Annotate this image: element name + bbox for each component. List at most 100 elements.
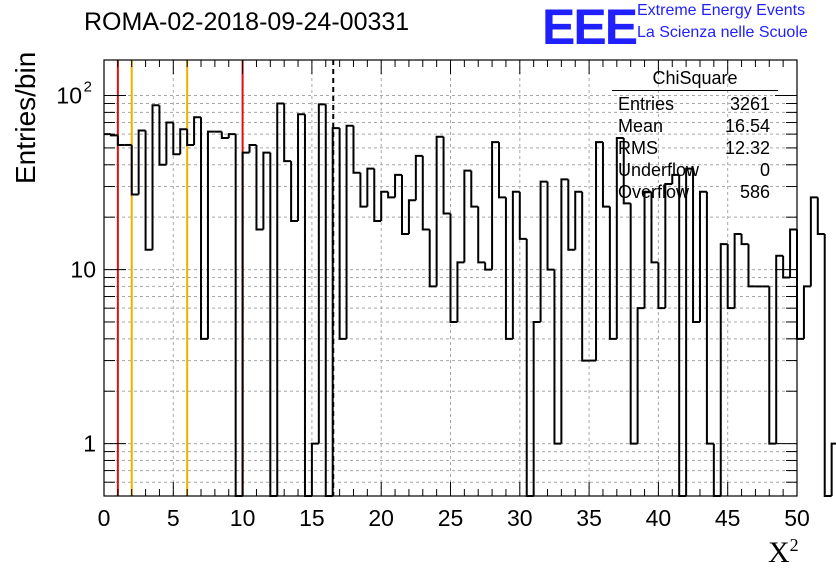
x-axis-label-base: X — [768, 536, 790, 569]
stats-row: Mean 16.54 — [612, 115, 778, 137]
histogram-bin — [463, 169, 472, 263]
histogram-bin — [560, 178, 569, 444]
histogram-bin — [498, 142, 506, 199]
histogram-bin — [317, 103, 326, 444]
histogram-bin — [297, 113, 305, 222]
histogram-bin — [331, 127, 340, 496]
y-tick-label: 1 — [83, 431, 96, 457]
histogram-bin — [144, 130, 153, 251]
stats-box: ChiSquare Entries 3261 Mean 16.54 RMS 12.32… — [612, 68, 778, 203]
histogram-bin — [352, 125, 361, 174]
y-tick-label-exponent: 2 — [84, 79, 92, 96]
histogram-bin — [172, 122, 181, 156]
histogram-bin — [643, 190, 652, 309]
histogram-bin — [407, 199, 416, 235]
stats-row: RMS 12.32 — [612, 137, 778, 159]
histogram-bin — [740, 234, 749, 246]
histogram-bin — [165, 121, 174, 165]
histogram-bin — [179, 128, 188, 155]
stats-row: Underflow 0 — [612, 159, 778, 181]
histogram-bin — [206, 130, 215, 339]
histogram-bin — [449, 213, 458, 323]
histogram-bin — [414, 154, 423, 201]
stats-label: Overflow — [618, 182, 690, 202]
stats-label: Entries — [618, 94, 675, 114]
histogram-bin — [290, 161, 299, 223]
y-tick-label: 10 — [56, 83, 82, 109]
stats-label: RMS — [618, 138, 658, 158]
histogram-bin — [484, 262, 493, 271]
histogram-bin — [595, 141, 603, 361]
y-tick-label: 10 — [70, 257, 96, 283]
histogram-bin — [227, 133, 236, 139]
histogram-bin — [698, 190, 707, 322]
histogram-bin — [456, 261, 465, 322]
histogram-bin — [664, 183, 673, 309]
histogram-bin — [650, 191, 659, 264]
histogram-bin — [622, 138, 631, 205]
x-tick-label: 0 — [98, 505, 111, 531]
histogram-bin — [816, 197, 825, 236]
x-tick-label: 50 — [784, 505, 810, 531]
stats-value: 12.32 — [724, 138, 770, 158]
histogram-bin — [789, 228, 797, 278]
x-tick-label: 5 — [167, 505, 180, 531]
histogram-bin — [324, 104, 333, 497]
histogram-bin — [158, 105, 167, 166]
histogram-bin — [269, 152, 278, 497]
histogram-bin — [775, 254, 784, 444]
histogram-bin — [200, 117, 208, 340]
histogram-bin — [830, 442, 836, 496]
histogram-bin — [255, 144, 264, 231]
stats-title: ChiSquare — [612, 68, 778, 91]
histogram-bin — [310, 442, 319, 496]
histogram-bin — [387, 191, 396, 199]
histogram-bin — [248, 143, 257, 153]
histogram-bin — [151, 104, 160, 250]
histogram-bin — [629, 203, 638, 445]
histogram-bin — [601, 142, 610, 208]
logo-caption-1: Extreme Energy Events — [637, 2, 806, 19]
histogram-bin — [193, 116, 202, 145]
histogram-bin — [532, 320, 541, 496]
histogram-bin — [303, 114, 312, 497]
histogram-bin — [116, 135, 125, 146]
histogram-bin — [802, 285, 811, 339]
histogram-bin — [220, 131, 229, 140]
histogram-bin — [809, 196, 818, 287]
stats-value: 16.54 — [724, 116, 770, 136]
x-tick-label: 35 — [576, 505, 602, 531]
histogram-bin — [747, 244, 756, 288]
histogram-bin — [581, 191, 590, 362]
chart-title: ROMA-02-2018-09-24-00331 — [84, 8, 410, 36]
histogram-bin — [671, 173, 680, 185]
histogram-bin — [435, 135, 444, 287]
histogram-bin — [539, 180, 548, 322]
histogram-bin — [400, 174, 409, 236]
histogram-bin — [608, 206, 617, 340]
histogram-bin — [678, 174, 687, 497]
histogram-bin — [276, 102, 285, 496]
histogram-bin — [345, 124, 354, 339]
histogram-bin — [511, 190, 520, 339]
histogram-bin — [338, 128, 347, 340]
histogram-bin — [719, 243, 728, 496]
histogram-bin — [733, 233, 742, 309]
x-axis-label: X2 — [768, 535, 799, 570]
x-tick-label: 10 — [230, 505, 256, 531]
x-tick-label: 20 — [368, 505, 394, 531]
histogram-bin — [394, 173, 402, 198]
eee-logo: EEE — [542, 0, 638, 55]
x-tick-label: 40 — [646, 505, 672, 531]
stats-row: Overflow 586 — [612, 181, 778, 203]
x-axis-label-sup: 2 — [789, 535, 799, 555]
histogram-bin — [421, 155, 430, 231]
histogram-bin — [782, 255, 791, 279]
histogram-bin — [705, 191, 714, 445]
histogram-bin — [685, 167, 694, 496]
histogram-bin — [491, 141, 500, 270]
histogram-bin — [615, 137, 624, 339]
histogram-bin — [553, 269, 562, 445]
histogram-bin — [380, 190, 389, 222]
